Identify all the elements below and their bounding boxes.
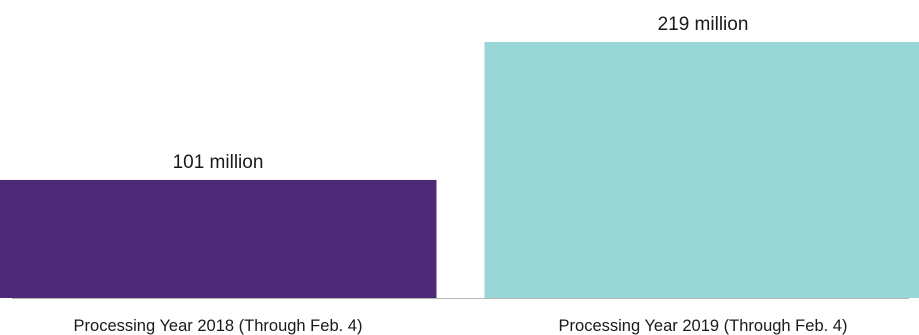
- x-tick-label-1: Processing Year 2018 (Through Feb. 4): [74, 317, 363, 335]
- bars-layer: [0, 42, 919, 298]
- data-label-1: 101 million: [173, 152, 264, 173]
- bar-1: [0, 179, 437, 298]
- bar-2: [484, 42, 919, 298]
- data-label-2: 219 million: [658, 14, 749, 35]
- labels-layer: 101 million Processing Year 2018 (Through…: [74, 14, 848, 335]
- x-tick-label-2: Processing Year 2019 (Through Feb. 4): [559, 317, 848, 335]
